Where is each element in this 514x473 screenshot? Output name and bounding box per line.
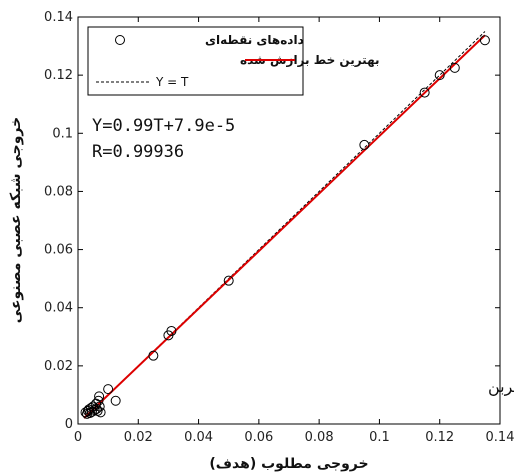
data-point xyxy=(94,401,105,412)
x-axis-label: خروجی مطلوب (هدف) xyxy=(209,456,368,472)
data-point xyxy=(103,384,114,395)
data-point xyxy=(166,325,177,336)
data-point xyxy=(91,403,102,414)
data-point xyxy=(91,398,102,409)
fit-line xyxy=(83,34,486,419)
x-tick-label: 0.08 xyxy=(305,430,334,445)
x-tick-label: 0.06 xyxy=(244,430,273,445)
y-tick-label: 0.12 xyxy=(44,68,73,83)
y-tick-label: 0.02 xyxy=(44,359,73,374)
y-tick-label: 0.14 xyxy=(44,10,73,25)
data-point xyxy=(95,407,106,418)
data-point xyxy=(94,391,105,402)
y-tick-label: 0.08 xyxy=(44,184,73,199)
data-point xyxy=(419,87,430,98)
y-axis-label: خروجی شبکه عصبی مصنوعی xyxy=(8,117,24,323)
x-tick-label: 0.02 xyxy=(124,430,153,445)
data-points xyxy=(80,35,490,419)
legend-label-points: داده‌های نقطه‌ای xyxy=(205,33,304,47)
x-tick-label: 0.12 xyxy=(425,430,454,445)
data-point xyxy=(148,350,159,361)
data-point xyxy=(479,35,490,46)
legend-label-identity: Y = T xyxy=(155,75,189,89)
fit-equation: Y=0.99T+7.9e-5 xyxy=(92,116,235,136)
data-point xyxy=(359,139,370,150)
legend: داده‌های نقطه‌ای بهترین خط برازش شده Y =… xyxy=(87,26,380,96)
y-tick-label: 0.1 xyxy=(52,126,73,141)
data-point xyxy=(93,395,104,406)
line-layer xyxy=(83,31,486,419)
legend-marker-points xyxy=(115,35,125,45)
y-tick-label: 0 xyxy=(65,417,73,432)
y-tick-label: 0.06 xyxy=(44,243,73,258)
legend-label-fit: بهترین خط برازش شده xyxy=(240,53,380,67)
data-point xyxy=(110,395,121,406)
y-tick-label: 0.04 xyxy=(44,301,73,316)
y-axis-ticks: 0 0.02 0.04 0.06 0.08 0.1 0.12 0.14 xyxy=(44,10,500,432)
data-point xyxy=(434,70,445,81)
chart-note: انتشار منوکسیدکربن xyxy=(488,377,514,397)
data-point xyxy=(449,62,460,73)
x-tick-label: 0.1 xyxy=(369,430,390,445)
data-point xyxy=(223,275,234,286)
x-tick-label: 0.04 xyxy=(184,430,213,445)
x-tick-label: 0.14 xyxy=(486,430,514,445)
correlation-value: R=0.99936 xyxy=(92,142,184,162)
x-axis-ticks: 0 0.02 0.04 0.06 0.08 0.1 0.12 0.14 xyxy=(74,17,514,445)
x-tick-label: 0 xyxy=(74,430,82,445)
